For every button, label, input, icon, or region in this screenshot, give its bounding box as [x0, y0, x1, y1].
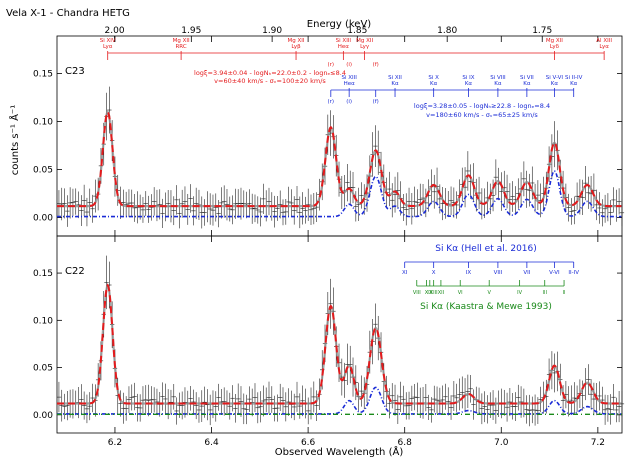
y-tick-label: 0.15 [33, 269, 53, 279]
kaastra-tick-label: III [543, 290, 547, 296]
red-ion-label: Mg XII [546, 38, 563, 44]
red-ion-label: Mg XII [173, 38, 190, 44]
kaastra-tick-label: XIII [430, 290, 438, 296]
red-ion-label: RRC [175, 44, 186, 50]
top-tick-label: 2.00 [105, 26, 125, 36]
top-tick-label: 1.85 [347, 26, 367, 36]
data-points [56, 255, 625, 427]
red-model-line [57, 283, 622, 405]
top-tick-label: 1.90 [262, 26, 282, 36]
x-tick-label: 6.2 [108, 438, 122, 448]
panel-c22: 0.00 0.05 0.10 0.15 6.2 6.4 6.6 6.8 7.0 7.2 C22 Si … [33, 235, 625, 448]
red-ion-label: Si XIV [100, 38, 116, 44]
blue-ion-label: Kα [523, 81, 531, 87]
x-tick-label: 7.2 [591, 438, 605, 448]
rif-label: (i) [346, 99, 352, 105]
x-tick-label: 7.0 [494, 438, 509, 448]
rif-label: (f) [373, 99, 379, 105]
blue-params-line2: v=180±60 km/s - σᵥ=65±25 km/s [426, 111, 538, 119]
red-ion-label: Lyβ [291, 44, 301, 50]
kaastra-tick-label: IV [517, 290, 522, 296]
top-tick-label: 1.75 [532, 26, 552, 36]
blue-ion-label: Si X [428, 75, 439, 81]
y-tick-label: 0.10 [33, 118, 53, 128]
hell-tick-label: X [432, 270, 436, 276]
y-axis-label: counts s⁻¹ Å⁻¹ [8, 105, 21, 175]
kaastra-tick-label: V [487, 290, 491, 296]
y-tick-label: 0.05 [33, 166, 53, 176]
kaastra-tick-label: XII [438, 290, 444, 296]
blue-ion-label: Si VII [520, 75, 534, 81]
hell-tick-label: VIII [494, 270, 503, 276]
kaastra-tick-label: IX [427, 290, 432, 296]
y-tick-label: 0.00 [33, 411, 53, 421]
y-tick-label: 0.05 [33, 364, 53, 374]
blue-ion-label: Si II-IV [565, 75, 583, 81]
hell-tick-label: VII [523, 270, 530, 276]
rif-label: (r) [328, 62, 335, 68]
red-ion-label: Lyα [103, 44, 113, 50]
blue-ion-label: Si VIII [490, 75, 506, 81]
y-tick-label: 0.15 [33, 70, 53, 80]
x-tick-label: 6.4 [204, 438, 219, 448]
blue-ion-label: Kα [391, 81, 399, 87]
red-ion-label: Heα [338, 44, 350, 50]
blue-ion-label: Kα [465, 81, 473, 87]
hell-tick-label: II-IV [568, 270, 579, 276]
hell-tick-label: IX [466, 270, 472, 276]
hell-label: Si Kα (Hell et al. 2016) [435, 244, 537, 254]
red-params-line2: v=60±40 km/s - σᵥ=100±20 km/s [214, 77, 326, 85]
kaastra-tick-label: II [563, 290, 566, 296]
red-ion-label: Lyδ [550, 44, 560, 50]
red-model-line [57, 110, 622, 208]
blue-ion-label: Kα [430, 81, 438, 87]
hell-tick-label: XI [402, 270, 408, 276]
panel-c23: 0.00 0.05 0.10 0.15 2.00 1.95 1.90 1.85 1.80 1.75… [33, 26, 625, 237]
blue-ion-label: Si XII [388, 75, 402, 81]
blue-ion-label: Si V-VI [546, 75, 564, 81]
hell-tick-label: V-VI [549, 270, 560, 276]
kaastra-tick-label: VIII [413, 290, 421, 296]
top-axis-label: Energy (keV) [307, 19, 372, 30]
blue-model-line [57, 170, 622, 218]
blue-ion-label: Kα [494, 81, 502, 87]
x-tick-label: 6.8 [398, 438, 413, 448]
red-params-line1: logξ=3.94±0.04 - logNₕ=22.0±0.2 - lognₑ≤… [194, 69, 346, 77]
blue-ion-label: Kα [551, 81, 559, 87]
figure-title: Vela X-1 - Chandra HETG [6, 8, 130, 19]
red-ion-label: Lyα [599, 44, 609, 50]
blue-ion-label: Si XIII [341, 75, 357, 81]
red-ion-label: Lyγ [360, 44, 370, 50]
kaastra-label: Si Kα (Kaastra & Mewe 1993) [420, 302, 552, 312]
red-ion-label: Mg XII [356, 38, 373, 44]
rif-label: (i) [346, 62, 352, 68]
blue-ion-label: Si IX [462, 75, 474, 81]
blue-ion-label: Kα [570, 81, 578, 87]
x-tick-label: 6.6 [301, 438, 316, 448]
panel-frame [56, 235, 623, 434]
panel-label: C22 [65, 266, 85, 277]
axis-labels: Observed Wavelength (Å) Energy (keV) cou… [8, 19, 403, 458]
red-ion-label: Al XIII [596, 38, 612, 44]
red-ion-label: Mg XII [288, 38, 305, 44]
kaastra-tick-label: VI [458, 290, 463, 296]
rif-label: (r) [328, 99, 335, 105]
rif-label: (f) [373, 62, 379, 68]
blue-ion-label: Heα [344, 81, 356, 87]
blue-params-line1: logξ=3.28±0.05 - logNₕ≥22.8 - lognₑ=8.4 [414, 102, 550, 110]
kaastra-tick-label: X [425, 290, 429, 296]
red-ion-label: Si XIII [336, 38, 352, 44]
top-tick-label: 1.95 [181, 26, 201, 36]
y-tick-label: 0.00 [33, 214, 53, 224]
panel-label: C23 [65, 66, 85, 77]
y-tick-label: 0.10 [33, 316, 53, 326]
x-axis-label: Observed Wavelength (Å) [275, 445, 404, 458]
top-tick-label: 1.80 [437, 26, 457, 36]
